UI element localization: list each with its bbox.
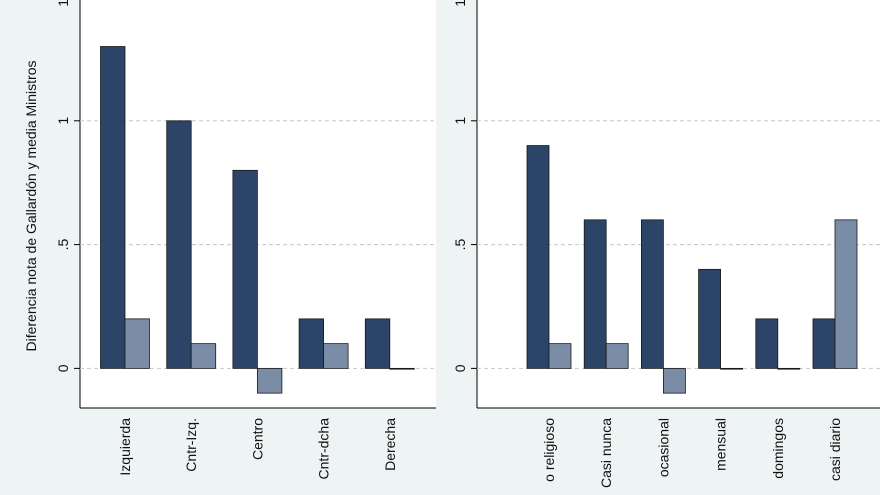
bar [720, 367, 743, 370]
x-tick-label: domingos [770, 418, 786, 479]
y-tick-label: .5 [55, 239, 71, 251]
y-tick-label: 1 [55, 117, 71, 125]
x-tick-label: ocasional [655, 418, 671, 477]
bar [256, 367, 283, 394]
bar [605, 343, 629, 369]
y-tick-label: 1.5 [452, 0, 468, 7]
bar [663, 367, 686, 394]
y-tick-label: 1.5 [55, 0, 71, 7]
x-tick-label: Izquierda [117, 418, 133, 476]
bar [641, 219, 664, 369]
bar [583, 219, 607, 369]
bar [298, 318, 325, 369]
x-tick-label: Casi nunca [598, 418, 614, 488]
bar [232, 169, 258, 369]
x-tick-label: o religioso [541, 418, 557, 482]
y-axis-title: Diferencia nota de Gallardón y media Min… [23, 60, 39, 351]
x-tick-label: casi diario [827, 418, 843, 481]
bar [526, 145, 550, 369]
bar [812, 318, 836, 369]
y-tick-label: 1 [452, 117, 468, 125]
bar [548, 343, 572, 369]
x-tick-label: mensual [713, 418, 729, 471]
x-tick-label: Derecha [382, 418, 398, 471]
bar [389, 367, 415, 370]
bar [777, 367, 801, 370]
bar [834, 219, 858, 369]
bar [100, 46, 126, 369]
bar [323, 343, 349, 369]
x-tick-label: Cntr-dcha [316, 418, 332, 480]
bar [364, 318, 391, 369]
bar [755, 318, 779, 369]
y-tick-label: 0 [452, 364, 468, 372]
bar [698, 268, 721, 369]
bar [166, 120, 192, 369]
x-tick-label: Cntr-Izq. [183, 418, 199, 472]
x-tick-label: Centro [249, 418, 265, 460]
y-tick-label: .5 [452, 239, 468, 251]
y-tick-label: 0 [55, 364, 71, 372]
bar [124, 318, 150, 369]
bar [190, 343, 217, 369]
